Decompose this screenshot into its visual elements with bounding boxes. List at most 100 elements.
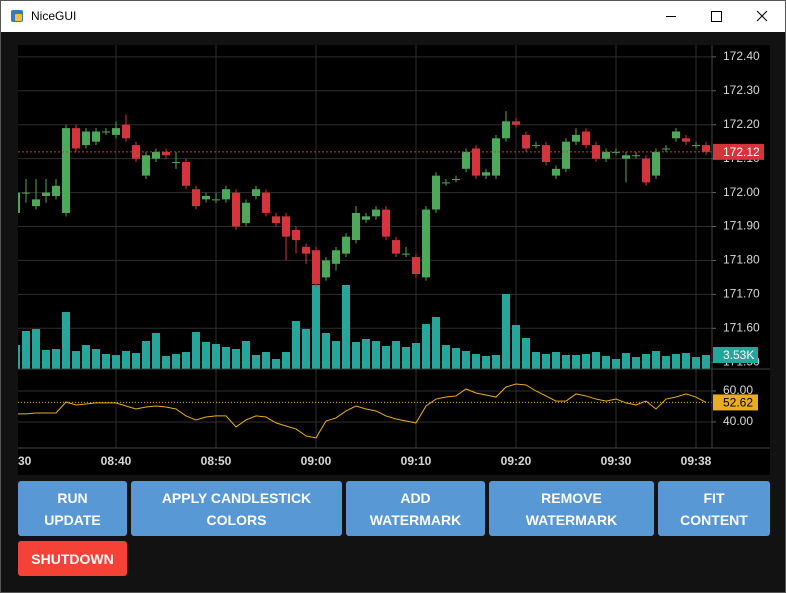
volume-bar	[22, 331, 30, 369]
button[interactable]: ADD WATERMARK	[346, 481, 485, 536]
volume-bar	[482, 356, 490, 369]
candle-body	[212, 199, 220, 201]
volume-bar	[602, 356, 610, 369]
volume-bar	[192, 332, 200, 369]
title-bar: NiceGUI	[1, 1, 785, 32]
y-tick-label: 171.90	[723, 219, 760, 233]
volume-bar	[18, 345, 20, 369]
y-tick-label: 172.20	[723, 117, 760, 131]
candle-body	[252, 189, 260, 196]
button-label: APPLY CANDLESTICK	[161, 489, 312, 506]
volume-badge	[713, 346, 758, 363]
candle-body	[232, 192, 240, 227]
y-tick-label: 172.10	[723, 151, 760, 165]
candle-body	[512, 121, 520, 125]
candle-body	[312, 250, 320, 285]
volume-bar	[82, 345, 90, 369]
window-title: NiceGUI	[31, 9, 77, 23]
volume-bar	[212, 344, 220, 369]
volume-bar	[72, 351, 80, 369]
y2-tick-label: 40.00	[723, 414, 753, 428]
volume-bar	[662, 356, 670, 369]
volume-bar	[282, 352, 290, 369]
candle-body	[342, 236, 350, 254]
volume-bar	[582, 354, 590, 369]
volume-bar	[512, 325, 520, 369]
app-icon	[15, 14, 22, 21]
candle-body	[292, 229, 300, 241]
volume-bar	[302, 329, 310, 369]
indicator-badge	[713, 394, 758, 411]
volume-bar	[572, 355, 580, 369]
button[interactable]: RUN UPDATE	[18, 481, 127, 536]
button[interactable]: FIT CONTENT	[658, 481, 770, 536]
volume-bar	[342, 285, 350, 369]
volume-bar	[592, 352, 600, 369]
candle-body	[572, 134, 580, 142]
volume-bar	[532, 352, 540, 369]
candle-body	[542, 145, 550, 163]
volume-bar	[622, 353, 630, 369]
candle-body	[552, 168, 560, 176]
candle-body	[702, 145, 710, 152]
candle-body	[362, 216, 370, 220]
indicator-line	[18, 383, 707, 439]
title-icons	[11, 10, 768, 22]
x-tick-label: 09:38	[681, 454, 712, 468]
y-tick-label: 171.60	[723, 320, 760, 334]
x-tick-label: 09:10	[401, 454, 432, 468]
volume-bar	[652, 351, 660, 369]
candle-body	[672, 131, 680, 139]
candle-body	[32, 199, 40, 207]
volume-bar	[312, 285, 320, 369]
button[interactable]: REMOVE WATERMARK	[489, 481, 654, 536]
candle-body	[322, 260, 330, 278]
candle-body	[462, 151, 470, 169]
volume-bar	[632, 357, 640, 369]
volume-bar	[612, 359, 620, 369]
maximize[interactable]	[711, 11, 722, 22]
candle-body	[162, 151, 170, 156]
button[interactable]: APPLY CANDLESTICK COLORS	[131, 481, 342, 536]
volume-bar	[472, 354, 480, 369]
indicator-label: 52.62	[723, 396, 753, 410]
volume-bar	[202, 342, 210, 369]
volume-bar	[322, 333, 330, 369]
candle-body	[122, 124, 130, 139]
candle-body	[42, 192, 50, 196]
volume-bar	[382, 346, 390, 369]
close[interactable]	[756, 10, 768, 22]
candle-body	[592, 145, 600, 159]
candle-body	[692, 145, 700, 147]
volume-bar	[272, 359, 280, 369]
candle-body	[632, 155, 640, 157]
candle-body	[62, 128, 70, 213]
volume-bar	[122, 351, 130, 369]
x-tick-label: 09:20	[501, 454, 532, 468]
volume-bar	[522, 338, 530, 369]
button-label: CONTENT	[680, 511, 748, 528]
volume-bar	[432, 317, 440, 369]
candle-body	[482, 172, 490, 176]
shutdown-button[interactable]: SHUTDOWN	[18, 541, 127, 576]
candle-body	[22, 192, 30, 194]
volume-bar	[562, 355, 570, 369]
volume-bar	[552, 352, 560, 369]
volume-bar	[492, 355, 500, 369]
candle-body	[72, 128, 80, 149]
candle-body	[302, 246, 310, 254]
candle-body	[562, 141, 570, 169]
volume-bar	[362, 339, 370, 369]
volume-bar	[292, 321, 300, 369]
button-label: ADD	[400, 489, 431, 506]
volume-bar	[162, 356, 170, 369]
y-tick-label: 172.30	[723, 83, 760, 97]
candle-body	[412, 257, 420, 275]
volume-bar	[222, 347, 230, 369]
last-price-badge	[713, 143, 764, 160]
chart-background	[18, 45, 770, 475]
volume-bar	[252, 355, 260, 369]
button-label: WATERMARK	[525, 511, 618, 528]
volume-bar	[422, 324, 430, 369]
